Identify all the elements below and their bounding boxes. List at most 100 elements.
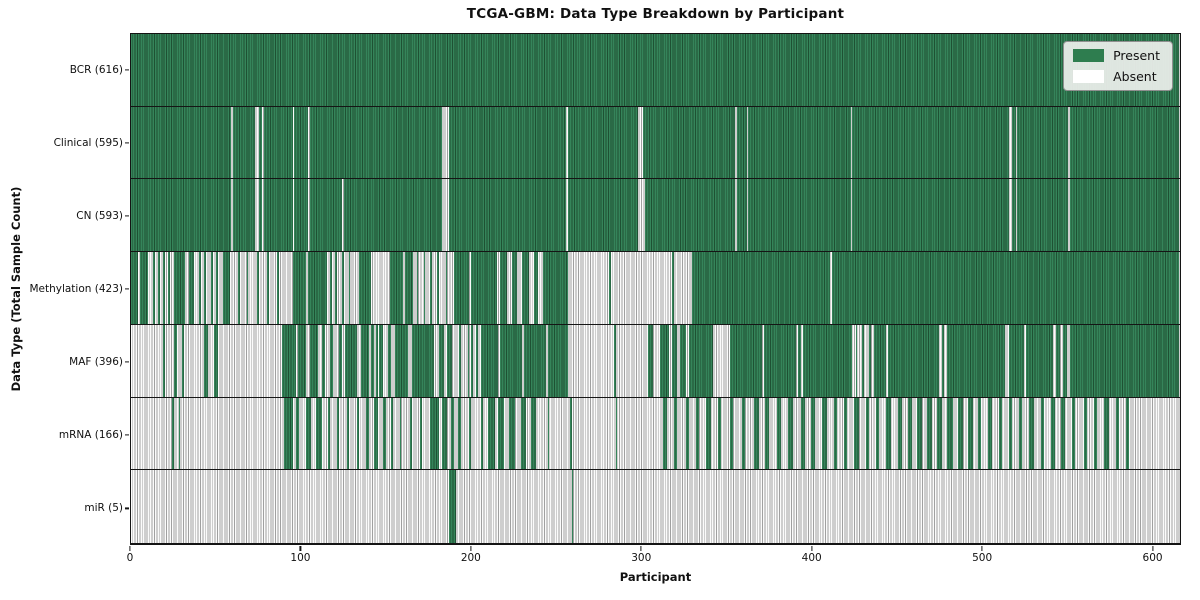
legend-swatch-absent-icon <box>1073 70 1105 83</box>
y-tick-marks <box>125 33 129 545</box>
y-tick-mark <box>125 434 129 436</box>
x-tick-row: 0 100 200 300 400 500 600 <box>127 545 1181 567</box>
present-segment <box>1115 397 1120 470</box>
present-segment <box>512 252 518 324</box>
present-segment <box>523 324 547 397</box>
present-segment <box>1018 397 1023 470</box>
present-segment <box>306 397 312 470</box>
legend: Present Absent <box>1063 41 1173 91</box>
y-tick-label-cn: CN (593) <box>76 209 123 222</box>
present-segment <box>869 324 871 397</box>
present-segment <box>430 252 433 324</box>
present-segment <box>168 252 171 324</box>
present-segment <box>1008 397 1013 470</box>
x-tick-label-500: 500 <box>972 552 993 564</box>
x-tick-mark <box>129 546 131 551</box>
present-segment <box>294 106 308 179</box>
x-tick-mark <box>640 546 642 551</box>
present-segment <box>348 252 351 324</box>
present-segment <box>295 397 300 470</box>
present-segment <box>404 252 414 324</box>
present-segment <box>263 106 293 179</box>
present-segment <box>391 397 393 470</box>
present-segment <box>568 106 638 179</box>
present-segment <box>336 397 339 470</box>
present-segment <box>500 252 507 324</box>
present-segment <box>1029 397 1035 470</box>
present-segment <box>365 397 370 470</box>
y-tick-mark <box>125 507 129 510</box>
present-segment <box>569 397 572 470</box>
legend-entry-absent: Absent <box>1073 69 1160 84</box>
present-segment <box>898 397 902 470</box>
present-segment <box>374 397 378 470</box>
present-segment <box>787 397 793 470</box>
present-segment <box>481 397 484 470</box>
present-segment <box>131 34 1179 106</box>
present-segment <box>688 324 713 397</box>
present-segment <box>916 397 922 470</box>
present-segment <box>1041 397 1045 470</box>
present-segment <box>358 252 371 324</box>
present-segment <box>449 179 567 252</box>
present-segment <box>199 252 201 324</box>
present-segment <box>547 397 550 470</box>
present-segment <box>282 324 296 397</box>
row-cn <box>131 179 1180 253</box>
present-segment <box>790 324 797 397</box>
y-tick-label-maf: MAF (396) <box>69 356 123 369</box>
present-segment <box>852 106 1009 179</box>
legend-entry-present: Present <box>1073 48 1160 63</box>
present-segment <box>258 106 262 179</box>
present-segment <box>297 324 307 397</box>
present-segment <box>811 397 815 470</box>
present-segment <box>158 252 160 324</box>
present-segment <box>852 179 1009 252</box>
present-segment <box>246 252 249 324</box>
present-segment <box>736 179 747 252</box>
present-segment <box>1071 397 1076 470</box>
x-tick-label-200: 200 <box>460 552 481 564</box>
present-segment <box>471 324 473 397</box>
present-segment <box>1093 397 1098 470</box>
present-segment <box>615 397 618 470</box>
present-segment <box>316 397 322 470</box>
row-mrna <box>131 397 1180 471</box>
present-segment <box>1069 179 1179 252</box>
y-tick-label-bcr: BCR (616) <box>69 63 123 76</box>
row-mir <box>131 470 1180 543</box>
present-segment <box>765 397 769 470</box>
x-tick-mark <box>811 546 813 551</box>
legend-swatch-present-icon <box>1073 49 1105 62</box>
present-segment <box>978 397 982 470</box>
present-segment <box>927 397 933 470</box>
present-segment <box>801 397 805 470</box>
present-segment <box>1012 179 1016 252</box>
present-segment <box>705 397 712 470</box>
present-segment <box>345 324 358 397</box>
present-segment <box>853 397 859 470</box>
present-segment <box>741 397 746 470</box>
row-methylation <box>131 252 1180 325</box>
present-segment <box>471 252 497 324</box>
present-segment <box>233 179 256 252</box>
present-segment <box>214 324 218 397</box>
present-segment <box>328 397 330 470</box>
present-segment <box>673 397 677 470</box>
present-segment <box>1103 397 1110 470</box>
present-segment <box>843 397 848 470</box>
present-segment <box>375 324 378 397</box>
present-segment <box>644 179 735 252</box>
present-segment <box>438 324 444 397</box>
y-tick-mark <box>125 215 129 217</box>
present-segment <box>387 324 392 397</box>
present-segment <box>748 106 851 179</box>
legend-label-present: Present <box>1113 48 1160 63</box>
present-segment <box>988 397 992 470</box>
present-segment <box>394 324 409 397</box>
present-segment <box>998 397 1002 470</box>
x-tick-mark <box>1151 546 1154 551</box>
y-tick-label-mrna: mRNA (166) <box>58 429 123 442</box>
present-segment <box>671 324 677 397</box>
present-segment <box>1008 324 1024 397</box>
